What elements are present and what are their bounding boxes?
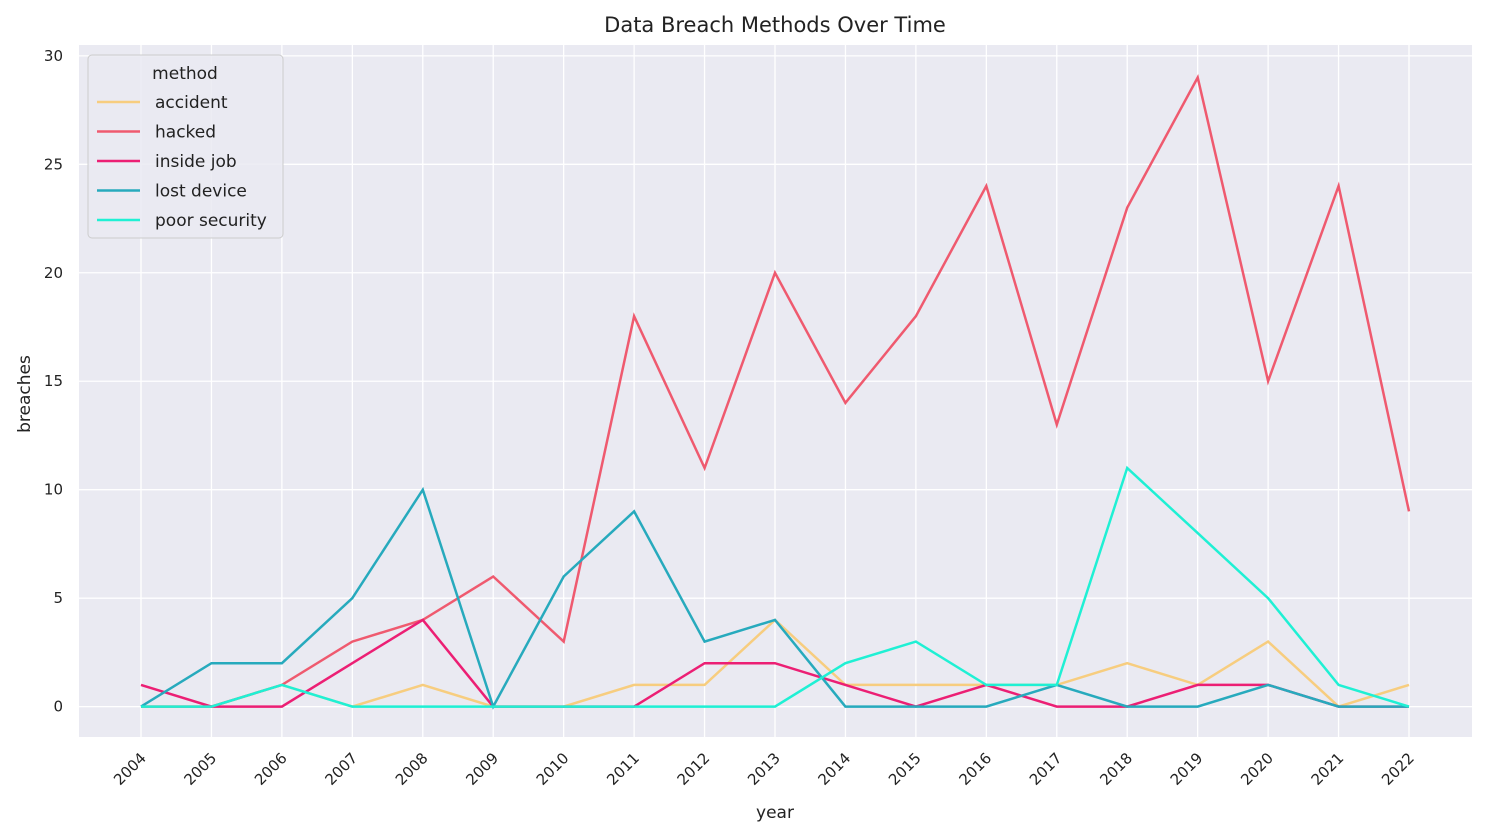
x-tick-label: 2013 [744, 749, 784, 789]
y-tick-label: 0 [53, 698, 63, 716]
legend-label: poor security [155, 211, 267, 231]
x-tick-label: 2015 [885, 749, 925, 789]
x-axis-label: year [756, 803, 794, 823]
y-tick-labels: 0 5 10 15 20 25 30 [44, 47, 63, 716]
x-tick-label: 2009 [462, 749, 502, 789]
x-tick-label: 2004 [110, 749, 150, 789]
x-tick-label: 2007 [321, 749, 361, 789]
y-tick-label: 15 [44, 372, 63, 390]
x-tick-label: 2011 [603, 749, 643, 789]
y-tick-label: 25 [44, 155, 63, 173]
legend-label: accident [155, 93, 228, 113]
y-tick-label: 5 [53, 589, 63, 607]
x-tick-label: 2018 [1096, 749, 1136, 789]
x-tick-label: 2008 [392, 749, 432, 789]
y-tick-label: 30 [44, 47, 63, 65]
y-axis-label: breaches [15, 355, 35, 433]
x-tick-label: 2006 [251, 749, 291, 789]
series-line-hacked [141, 74, 1411, 708]
legend-title: method [152, 64, 218, 84]
y-tick-label: 10 [44, 481, 63, 499]
y-tick-label: 20 [44, 264, 63, 282]
x-tick-label: 2014 [815, 749, 855, 789]
series-line-poor-security [141, 465, 1410, 708]
chart-title: Data Breach Methods Over Time [604, 13, 946, 37]
x-tick-label: 2019 [1167, 749, 1207, 789]
legend-label: lost device [155, 182, 247, 202]
x-tick-labels: 2004 2005 2006 2007 2008 2009 2010 2011 2012 2013… [110, 749, 1418, 789]
legend: method accident hacked inside job lost devi… [87, 54, 284, 239]
x-tick-label: 2020 [1237, 749, 1277, 789]
x-tick-label: 2005 [181, 749, 221, 789]
series-line-lost-device [140, 486, 1409, 710]
x-tick-label: 2021 [1308, 749, 1348, 789]
legend-label: hacked [155, 123, 216, 143]
x-tick-label: 2016 [955, 749, 995, 789]
series-line-inside-job [140, 618, 1409, 708]
x-tick-label: 2017 [1026, 749, 1066, 789]
series-lines [140, 74, 1411, 710]
x-tick-label: 2022 [1378, 749, 1418, 789]
x-tick-label: 2012 [674, 749, 714, 789]
legend-items: accident hacked inside job lost device poor … [97, 93, 267, 231]
legend-label: inside job [155, 152, 237, 172]
x-tick-label: 2010 [533, 749, 573, 789]
